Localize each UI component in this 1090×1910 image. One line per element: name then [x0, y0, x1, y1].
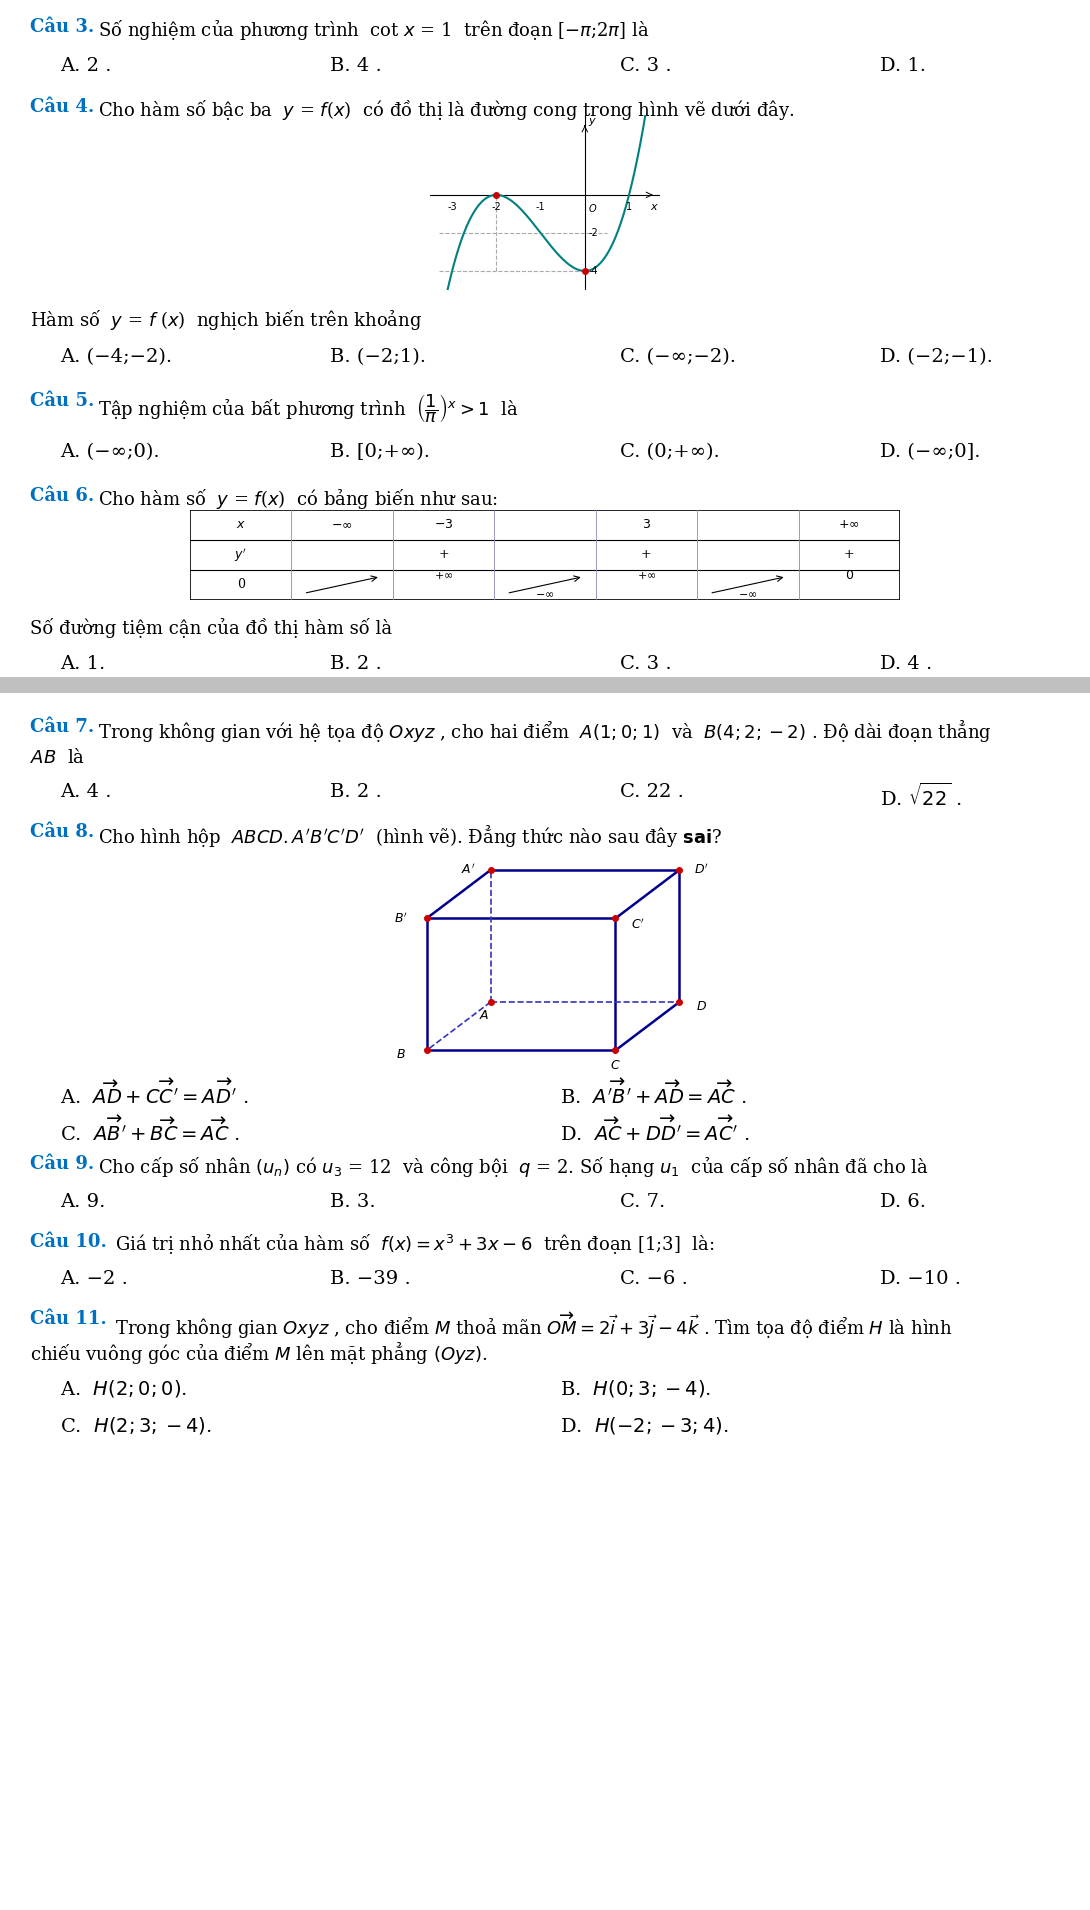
Text: D. 1.: D. 1.	[880, 57, 926, 74]
Text: D. 6.: D. 6.	[880, 1194, 926, 1211]
Text: $0$: $0$	[845, 569, 853, 583]
Text: C. (0;+∞).: C. (0;+∞).	[620, 443, 719, 460]
Text: $AB$  là: $AB$ là	[31, 749, 85, 768]
Text: C.  $H(2;3;-4)$.: C. $H(2;3;-4)$.	[60, 1415, 211, 1436]
Text: $-\infty$: $-\infty$	[535, 590, 555, 600]
Text: -4: -4	[589, 265, 598, 275]
Text: $C'$: $C'$	[631, 917, 645, 932]
Text: B. 2 .: B. 2 .	[330, 655, 381, 672]
Text: $+\infty$: $+\infty$	[637, 569, 656, 581]
Text: Câu 7.: Câu 7.	[31, 718, 94, 735]
Text: $O$: $O$	[589, 202, 597, 214]
Text: Cho hàm số  $y$ = $f$($x$)  có bảng biến như sau:: Cho hàm số $y$ = $f$($x$) có bảng biến n…	[98, 487, 498, 512]
Text: A. 4 .: A. 4 .	[60, 783, 111, 800]
Text: 0: 0	[237, 579, 245, 592]
Text: D.  $H(-2;-3;4)$.: D. $H(-2;-3;4)$.	[560, 1415, 729, 1436]
Text: B.  $\overrightarrow{A'B'}+\overrightarrow{AD}=\overrightarrow{AC}$ .: B. $\overrightarrow{A'B'}+\overrightarro…	[560, 1077, 747, 1108]
Text: Cho cấp số nhân $(u_n)$ có $u_3$ = 12  và công bội  $q$ = 2. Số hạng $u_1$  của : Cho cấp số nhân $(u_n)$ có $u_3$ = 12 và…	[98, 1156, 929, 1178]
Text: Câu 11.: Câu 11.	[31, 1310, 107, 1327]
Text: +: +	[641, 548, 652, 562]
Text: D. 4 .: D. 4 .	[880, 655, 932, 672]
Text: $D'$: $D'$	[694, 863, 710, 877]
Text: Câu 3.: Câu 3.	[31, 17, 94, 36]
Text: A. 1.: A. 1.	[60, 655, 106, 672]
Text: $x$: $x$	[235, 518, 245, 531]
Text: C. −6 .: C. −6 .	[620, 1270, 688, 1287]
Text: A. (−∞;0).: A. (−∞;0).	[60, 443, 159, 460]
Text: Trong không gian với hệ tọa độ $Oxyz$ , cho hai điểm  $A(1;0;1)$  và  $B(4;2;-2): Trong không gian với hệ tọa độ $Oxyz$ , …	[98, 718, 992, 745]
Text: Số nghiệm của phương trình  cot $x$ = 1  trên đoạn [$-\pi$;2$\pi$] là: Số nghiệm của phương trình cot $x$ = 1 t…	[98, 17, 650, 42]
Text: $x$: $x$	[651, 202, 659, 212]
Text: Giá trị nhỏ nhất của hàm số  $f(x)=x^3+3x-6$  trên đoạn [1;3]  là:: Giá trị nhỏ nhất của hàm số $f(x)=x^3+3x…	[116, 1234, 714, 1257]
Text: C.  $\overrightarrow{AB'}+\overrightarrow{BC}=\overrightarrow{AC}$ .: C. $\overrightarrow{AB'}+\overrightarrow…	[60, 1115, 240, 1144]
Text: B. −39 .: B. −39 .	[330, 1270, 411, 1287]
Text: B. 2 .: B. 2 .	[330, 783, 381, 800]
Text: A. −2 .: A. −2 .	[60, 1270, 128, 1287]
Text: $y'$: $y'$	[234, 546, 247, 563]
Text: C. 3 .: C. 3 .	[620, 655, 671, 672]
Text: -1: -1	[536, 202, 545, 212]
Text: Câu 9.: Câu 9.	[31, 1156, 94, 1173]
Text: Tập nghiệm của bất phương trình  $\left(\dfrac{1}{\pi}\right)^x > 1$  là: Tập nghiệm của bất phương trình $\left(\…	[98, 392, 519, 426]
Text: C. 3 .: C. 3 .	[620, 57, 671, 74]
Text: A. (−4;−2).: A. (−4;−2).	[60, 348, 172, 367]
Text: $C$: $C$	[610, 1060, 620, 1072]
Text: B. [0;+∞).: B. [0;+∞).	[330, 443, 429, 460]
Text: A. 9.: A. 9.	[60, 1194, 106, 1211]
Text: D. −10 .: D. −10 .	[880, 1270, 961, 1287]
Text: 1: 1	[626, 202, 632, 212]
Text: -3: -3	[447, 202, 457, 212]
Text: B. 3.: B. 3.	[330, 1194, 376, 1211]
Text: $-\infty$: $-\infty$	[738, 590, 758, 600]
Text: $+\infty$: $+\infty$	[434, 569, 453, 581]
Text: Câu 4.: Câu 4.	[31, 97, 94, 117]
Text: A.  $H(2;0;0)$.: A. $H(2;0;0)$.	[60, 1377, 187, 1398]
Text: $D$: $D$	[697, 1001, 707, 1012]
Text: $y$: $y$	[589, 117, 597, 128]
Text: Hàm số  $y$ = $f$ ($x$)  nghịch biến trên khoảng: Hàm số $y$ = $f$ ($x$) nghịch biến trên …	[31, 308, 422, 332]
Text: +: +	[844, 548, 855, 562]
Text: Câu 6.: Câu 6.	[31, 487, 94, 504]
Text: D. (−∞;0].: D. (−∞;0].	[880, 443, 981, 460]
Text: B. (−2;1).: B. (−2;1).	[330, 348, 426, 367]
Text: -2: -2	[492, 202, 501, 212]
Text: Trong không gian $Oxyz$ , cho điểm $M$ thoả mãn $\overrightarrow{OM}=2\vec{i}+3\: Trong không gian $Oxyz$ , cho điểm $M$ t…	[116, 1310, 953, 1341]
Text: Câu 5.: Câu 5.	[31, 392, 95, 411]
Text: $B'$: $B'$	[395, 911, 408, 926]
Text: Câu 8.: Câu 8.	[31, 823, 94, 840]
Text: A. 2 .: A. 2 .	[60, 57, 111, 74]
Text: D.  $\overrightarrow{AC}+\overrightarrow{DD'}=\overrightarrow{AC'}$ .: D. $\overrightarrow{AC}+\overrightarrow{…	[560, 1115, 750, 1144]
Text: $3$: $3$	[642, 518, 651, 531]
Text: $-\infty$: $-\infty$	[331, 518, 353, 531]
Text: Cho hình hộp  $ABCD.A'B'C'D'$  (hình vẽ). Đẳng thức nào sau đây $\mathbf{sai}$?: Cho hình hộp $ABCD.A'B'C'D'$ (hình vẽ). …	[98, 823, 723, 850]
Text: B. 4 .: B. 4 .	[330, 57, 381, 74]
Text: D. $\sqrt{22}$ .: D. $\sqrt{22}$ .	[880, 783, 961, 810]
Text: $A$: $A$	[479, 1008, 489, 1022]
Text: $-3$: $-3$	[434, 518, 453, 531]
Text: A.  $\overrightarrow{AD}+\overrightarrow{CC'}=\overrightarrow{AD'}$ .: A. $\overrightarrow{AD}+\overrightarrow{…	[60, 1077, 249, 1108]
Text: B.  $H(0;3;-4)$.: B. $H(0;3;-4)$.	[560, 1377, 711, 1398]
Bar	[0, 676, 1090, 693]
Text: C. 22 .: C. 22 .	[620, 783, 683, 800]
Text: $B$: $B$	[396, 1049, 405, 1062]
Text: D. (−2;−1).: D. (−2;−1).	[880, 348, 993, 367]
Text: Cho hàm số bậc ba  $y$ = $f$($x$)  có đồ thị là đường cong trong hình vẽ dưới đâ: Cho hàm số bậc ba $y$ = $f$($x$) có đồ t…	[98, 97, 795, 122]
Text: Câu 10.: Câu 10.	[31, 1234, 107, 1251]
Text: C. 7.: C. 7.	[620, 1194, 665, 1211]
Text: chiếu vuông góc của điểm $M$ lên mặt phẳng $(Oyz)$.: chiếu vuông góc của điểm $M$ lên mặt phẳ…	[31, 1341, 487, 1366]
Text: $A'$: $A'$	[461, 863, 475, 877]
Text: +: +	[438, 548, 449, 562]
Text: Số đường tiệm cận của đồ thị hàm số là: Số đường tiệm cận của đồ thị hàm số là	[31, 619, 392, 638]
Text: C. (−∞;−2).: C. (−∞;−2).	[620, 348, 736, 367]
Text: $+\infty$: $+\infty$	[838, 518, 860, 531]
Text: -2: -2	[589, 227, 598, 239]
